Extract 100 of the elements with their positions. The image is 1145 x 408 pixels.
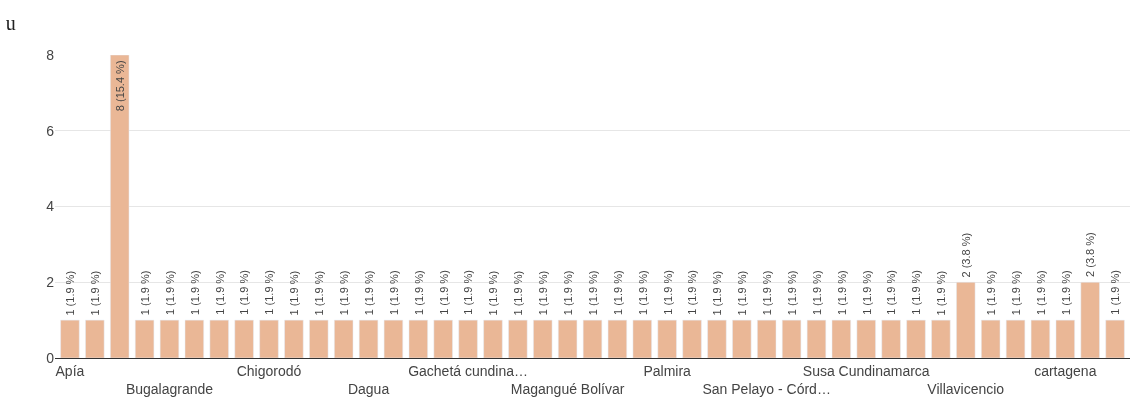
- bar: [383, 319, 404, 358]
- x-tick-label: Gachetá cundina…: [408, 362, 529, 379]
- bar: [60, 319, 80, 358]
- data-label: 1 (1.9 %): [313, 270, 326, 316]
- x-tick-label: cartagena: [1034, 362, 1097, 379]
- data-label: 1 (1.9 %): [885, 270, 898, 315]
- y-tick-label: 8: [46, 46, 55, 63]
- bar: [1030, 319, 1050, 358]
- data-label: 1 (1.9 %): [462, 270, 475, 315]
- bar: [334, 319, 354, 358]
- data-label: 1 (1.9 %): [89, 270, 102, 316]
- bar: [159, 319, 180, 358]
- data-label: 1 (1.9 %): [412, 270, 425, 315]
- y-tick-label: 4: [46, 198, 55, 215]
- bar: [558, 319, 578, 358]
- bar: [582, 319, 603, 358]
- data-label: 1 (1.9 %): [611, 270, 624, 316]
- x-tick-label: Villavicencio: [927, 381, 1005, 397]
- data-label: 1 (1.9 %): [910, 269, 923, 315]
- y-tick-label: 0: [46, 349, 55, 366]
- bar: [135, 319, 155, 358]
- data-label: 1 (1.9 %): [362, 270, 375, 316]
- bar: [682, 319, 702, 358]
- data-label: 1 (1.9 %): [686, 270, 699, 315]
- bar: [981, 319, 1001, 358]
- bar: [956, 282, 976, 358]
- bar: [184, 319, 204, 358]
- data-label: 1 (1.9 %): [785, 270, 798, 316]
- x-tick-label: San Pelayo - Córd…: [702, 381, 831, 397]
- data-label: 1 (1.9 %): [238, 270, 251, 315]
- bar: [1055, 319, 1075, 358]
- data-label: 1 (1.9 %): [213, 270, 226, 315]
- x-tick-label: Magangué Bolívar: [510, 381, 625, 397]
- data-label: 1 (1.9 %): [1109, 270, 1122, 315]
- bar: [358, 319, 379, 358]
- data-label: 1 (1.9 %): [561, 270, 574, 316]
- data-label: 2 (3.8 %): [960, 232, 973, 278]
- y-tick-label: 2: [46, 274, 55, 291]
- data-label: 1 (1.9 %): [860, 270, 873, 315]
- bar: [309, 319, 329, 358]
- bar: [1005, 319, 1026, 358]
- bar: [458, 319, 478, 358]
- bar: [433, 319, 453, 358]
- data-label: 1 (1.9 %): [1059, 270, 1072, 315]
- bar: [856, 319, 876, 358]
- bar: [209, 319, 229, 358]
- data-label: 1 (1.9 %): [263, 269, 276, 315]
- bar: [806, 319, 827, 358]
- data-label: 1 (1.9 %): [163, 270, 176, 316]
- bar: [632, 319, 652, 358]
- bar: [906, 319, 926, 358]
- bar: [508, 319, 528, 358]
- bar: [707, 319, 727, 358]
- bar: [408, 319, 428, 358]
- data-label: 1 (1.9 %): [1009, 270, 1022, 316]
- bar: [881, 319, 901, 358]
- bar: [781, 319, 802, 358]
- x-tick-label: Susa Cundinamarca: [802, 362, 930, 379]
- data-label: 1 (1.9 %): [586, 270, 599, 316]
- bar: [483, 319, 503, 358]
- data-label: 1 (1.9 %): [487, 270, 500, 316]
- data-label: 1 (1.9 %): [338, 270, 351, 316]
- data-label: 1 (1.9 %): [661, 270, 674, 315]
- bar: [931, 319, 951, 358]
- x-tick-label: Chigorodó: [236, 362, 302, 379]
- bar: [234, 319, 254, 358]
- x-tick-label: Palmira: [643, 362, 692, 379]
- data-label: 1 (1.9 %): [985, 270, 998, 316]
- x-tick-label: Dagua: [347, 381, 390, 397]
- bar: [732, 319, 752, 358]
- data-label: 1 (1.9 %): [188, 270, 201, 315]
- data-label: 8 (15.4 %): [114, 60, 127, 112]
- bar: [657, 319, 677, 358]
- x-tick-label: Apía: [55, 362, 85, 379]
- data-label: 1 (1.9 %): [761, 270, 774, 316]
- bar: [85, 319, 105, 358]
- bar: [533, 319, 553, 358]
- bar: [831, 319, 851, 358]
- data-label: 1 (1.9 %): [512, 270, 525, 316]
- bar: [607, 319, 627, 358]
- bar: [1105, 319, 1125, 358]
- data-label: 1 (1.9 %): [711, 270, 724, 316]
- bar: [110, 55, 130, 358]
- bar: [259, 319, 279, 358]
- data-label: 1 (1.9 %): [835, 270, 848, 315]
- chart-title: u: [5, 12, 16, 35]
- data-label: 1 (1.9 %): [64, 270, 77, 316]
- data-label: 1 (1.9 %): [736, 270, 749, 316]
- data-label: 1 (1.9 %): [1034, 270, 1047, 316]
- bar: [284, 319, 304, 358]
- y-tick-label: 6: [46, 122, 55, 139]
- bar: [757, 319, 777, 358]
- data-label: 1 (1.9 %): [935, 270, 948, 316]
- data-label: 1 (1.9 %): [387, 270, 400, 316]
- data-label: 1 (1.9 %): [288, 270, 301, 316]
- x-tick-label: Bugalagrande: [125, 381, 214, 397]
- data-label: 1 (1.9 %): [437, 270, 450, 315]
- data-label: 1 (1.9 %): [138, 270, 151, 316]
- bar: [1080, 282, 1100, 358]
- data-label: 1 (1.9 %): [636, 270, 649, 315]
